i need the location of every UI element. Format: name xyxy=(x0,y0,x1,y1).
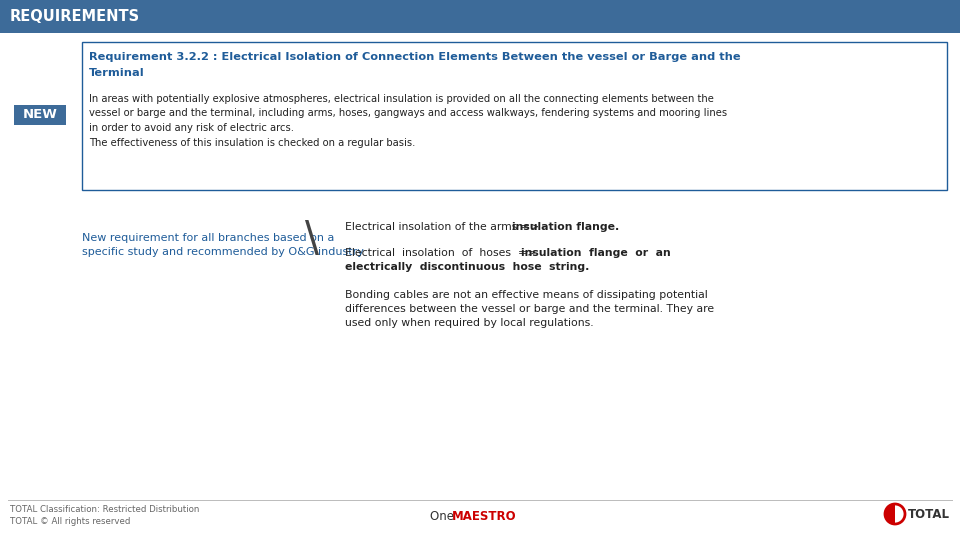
Polygon shape xyxy=(885,504,895,524)
Text: used only when required by local regulations.: used only when required by local regulat… xyxy=(345,318,593,328)
Text: New requirement for all branches based on a: New requirement for all branches based o… xyxy=(82,233,334,243)
Text: One: One xyxy=(430,510,458,523)
Text: Electrical  insolation  of  hoses  =>: Electrical insolation of hoses => xyxy=(345,248,543,258)
Text: TOTAL Classification: Restricted Distribution: TOTAL Classification: Restricted Distrib… xyxy=(10,505,200,514)
Text: Terminal: Terminal xyxy=(89,68,145,78)
Bar xyxy=(82,42,947,190)
Text: In areas with potentially explosive atmospheres, electrical insulation is provid: In areas with potentially explosive atmo… xyxy=(89,94,714,104)
Text: Bonding cables are not an effective means of dissipating potential: Bonding cables are not an effective mean… xyxy=(345,290,708,300)
Text: Electrical insolation of the arms =>: Electrical insolation of the arms => xyxy=(345,222,542,232)
Bar xyxy=(14,105,66,125)
Text: vessel or barge and the terminal, including arms, hoses, gangways and access wal: vessel or barge and the terminal, includ… xyxy=(89,109,727,118)
Text: REQUIREMENTS: REQUIREMENTS xyxy=(10,9,140,24)
Text: TOTAL: TOTAL xyxy=(908,508,950,521)
Text: in order to avoid any risk of electric arcs.: in order to avoid any risk of electric a… xyxy=(89,123,294,133)
Bar xyxy=(0,0,960,33)
Text: Requirement 3.2.2 : Electrical Isolation of Connection Elements Between the vess: Requirement 3.2.2 : Electrical Isolation… xyxy=(89,52,740,62)
Text: insulation flange.: insulation flange. xyxy=(512,222,619,232)
Text: electrically  discontinuous  hose  string.: electrically discontinuous hose string. xyxy=(345,262,589,272)
Text: \: \ xyxy=(305,218,319,260)
Text: specific study and recommended by O&G industry: specific study and recommended by O&G in… xyxy=(82,247,364,257)
Text: TOTAL © All rights reserved: TOTAL © All rights reserved xyxy=(10,517,131,526)
Text: differences between the vessel or barge and the terminal. They are: differences between the vessel or barge … xyxy=(345,304,714,314)
Text: MAESTRO: MAESTRO xyxy=(452,510,516,523)
Text: NEW: NEW xyxy=(23,109,58,122)
Text: insulation  flange  or  an: insulation flange or an xyxy=(521,248,671,258)
Text: The effectiveness of this insulation is checked on a regular basis.: The effectiveness of this insulation is … xyxy=(89,138,416,147)
